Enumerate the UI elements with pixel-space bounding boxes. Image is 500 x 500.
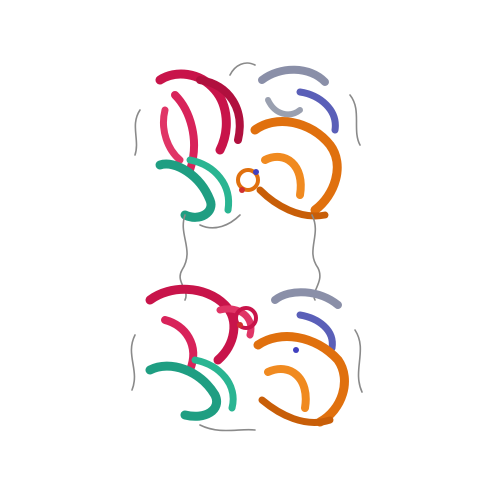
beta-strand [145, 284, 239, 365]
coil [354, 329, 363, 393]
beta-strand [161, 316, 198, 374]
beta-strand [155, 69, 231, 155]
beta-strand [186, 156, 233, 214]
beta-strand [216, 305, 255, 339]
beta-strand [196, 76, 244, 144]
coil [199, 424, 256, 432]
coil [229, 62, 256, 76]
beta-strand [261, 152, 305, 199]
beta-strand [160, 106, 184, 164]
center-bottom-ligand [234, 306, 299, 353]
beta-strand [253, 332, 349, 427]
center-top-ligand [236, 168, 260, 193]
beta-strand [271, 288, 342, 309]
coil [134, 109, 141, 156]
atom [239, 187, 245, 193]
beta-strand [258, 65, 329, 86]
beta-strand [191, 356, 237, 412]
coil [349, 94, 361, 146]
beta-strand [265, 97, 303, 118]
bottom-right-orange [253, 332, 349, 427]
coil [199, 214, 241, 229]
bottom-left-crimson [145, 284, 255, 374]
beta-strand [155, 159, 216, 222]
atom [293, 347, 299, 353]
beta-strand [256, 186, 329, 220]
top-right-orange [250, 117, 342, 220]
loop [234, 306, 258, 330]
coil [130, 334, 136, 391]
helix [296, 88, 339, 134]
beta-strand [250, 117, 342, 215]
bottom-right-gray [271, 288, 342, 352]
atom [253, 169, 259, 175]
beta-strand [145, 361, 222, 421]
loop [236, 168, 260, 192]
atom [237, 322, 243, 328]
bottom-left-teal [145, 356, 237, 421]
helix [296, 311, 336, 352]
top-right-gray [258, 65, 339, 134]
surface-coils [130, 62, 363, 432]
beta-strand [264, 365, 310, 412]
top-left-teal [155, 156, 233, 222]
beta-strand [258, 396, 334, 426]
